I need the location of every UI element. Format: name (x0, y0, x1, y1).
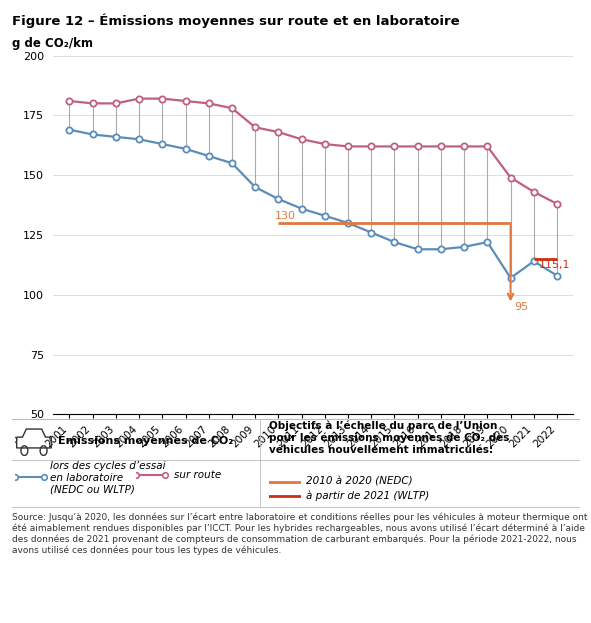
Text: g de CO₂/km: g de CO₂/km (12, 37, 93, 50)
Text: Objectifs à l’échelle du parc de l’Union
pour les émissions moyennes de CO₂ des
: Objectifs à l’échelle du parc de l’Union… (269, 421, 509, 455)
Text: 130: 130 (275, 211, 296, 221)
Text: Source: Jusqu’à 2020, les données sur l’écart entre laboratoire et conditions ré: Source: Jusqu’à 2020, les données sur l’… (12, 512, 587, 554)
Text: à partir de 2021 (WLTP): à partir de 2021 (WLTP) (306, 491, 430, 501)
Text: 95: 95 (514, 302, 528, 312)
Text: 115,1: 115,1 (538, 260, 570, 270)
Text: Figure 12 – Émissions moyennes sur route et en laboratoire: Figure 12 – Émissions moyennes sur route… (12, 14, 459, 28)
Text: lors des cycles d’essai
en laboratoire
(NEDC ou WLTP): lors des cycles d’essai en laboratoire (… (50, 461, 165, 495)
Text: 2010 à 2020 (NEDC): 2010 à 2020 (NEDC) (306, 477, 413, 487)
Text: sur route: sur route (174, 470, 222, 480)
Text: Émissions moyennes de CO₂: Émissions moyennes de CO₂ (58, 434, 233, 447)
